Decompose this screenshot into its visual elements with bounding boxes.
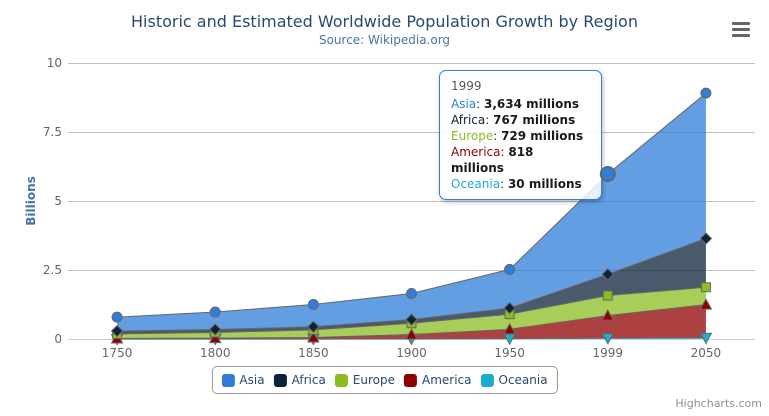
tooltip-value: 767 millions bbox=[493, 113, 576, 127]
tooltip-header: 1999 bbox=[451, 79, 482, 93]
tooltip-value: 30 millions bbox=[507, 177, 582, 191]
x-axis-label: 1999 bbox=[593, 346, 624, 360]
legend: Asia Africa Europe America Oceania bbox=[211, 366, 558, 394]
tooltip-separator: : bbox=[500, 145, 509, 159]
y-axis-label: 7.5 bbox=[43, 125, 62, 139]
area-america bbox=[117, 304, 706, 339]
legend-swatch-icon bbox=[273, 373, 287, 387]
point-asia-1750[interactable] bbox=[111, 311, 123, 323]
legend-item-america[interactable]: America bbox=[404, 373, 472, 387]
tooltip-row-oceania: Oceania: 30 millions bbox=[451, 176, 590, 192]
point-oceania-1999[interactable] bbox=[601, 333, 615, 345]
x-axis-label: 1750 bbox=[102, 346, 133, 360]
point-africa-1800[interactable] bbox=[209, 323, 222, 336]
x-axis-label: 1950 bbox=[494, 346, 525, 360]
tooltip-separator: : bbox=[476, 97, 485, 111]
tooltip-series-name: America bbox=[451, 145, 501, 159]
legend-swatch-icon bbox=[334, 373, 348, 387]
legend-swatch-icon bbox=[221, 373, 235, 387]
point-europe-2050[interactable] bbox=[700, 282, 711, 293]
legend-swatch-icon bbox=[480, 373, 494, 387]
legend-item-europe[interactable]: Europe bbox=[334, 373, 396, 387]
legend-swatch-icon bbox=[404, 373, 418, 387]
y-axis-label: 5 bbox=[54, 194, 62, 208]
y-axis-label: 10 bbox=[47, 56, 62, 70]
x-axis-label: 1850 bbox=[298, 346, 329, 360]
tooltip-series-name: Asia bbox=[451, 97, 477, 111]
tooltip-separator: : bbox=[485, 113, 494, 127]
chart-title: Historic and Estimated Worldwide Populat… bbox=[131, 12, 638, 31]
x-axis-label: 1900 bbox=[396, 346, 427, 360]
tooltip-separator: : bbox=[493, 129, 502, 143]
area-asia bbox=[117, 93, 706, 332]
tooltip-value: 3,634 millions bbox=[484, 97, 580, 111]
tooltip-row-asia: Asia: 3,634 millions bbox=[451, 96, 590, 112]
tooltip: 1999 Asia: 3,634 millions Africa: 767 mil… bbox=[439, 70, 602, 200]
point-america-1999[interactable] bbox=[601, 309, 615, 321]
tooltip-series-name: Africa bbox=[451, 113, 486, 127]
point-america-1850[interactable] bbox=[307, 330, 320, 343]
legend-label: Europe bbox=[352, 373, 396, 387]
legend-label: America bbox=[422, 373, 472, 387]
legend-label: Africa bbox=[291, 373, 326, 387]
tooltip-value: 818 millions bbox=[451, 145, 534, 175]
export-menu-icon[interactable] bbox=[732, 21, 750, 38]
area-africa bbox=[117, 238, 706, 334]
hamburger-bar bbox=[732, 28, 750, 31]
x-axis-label: 2050 bbox=[691, 346, 722, 360]
tooltip-separator: : bbox=[500, 177, 508, 191]
point-africa-1999[interactable] bbox=[601, 268, 614, 281]
tooltip-series-name: Europe bbox=[451, 129, 494, 143]
point-africa-1950[interactable] bbox=[503, 301, 516, 315]
point-asia-1800[interactable] bbox=[209, 306, 221, 318]
legend-item-asia[interactable]: Asia bbox=[221, 373, 265, 387]
point-america-1900[interactable] bbox=[405, 327, 418, 340]
credits-link[interactable]: Highcharts.com bbox=[675, 397, 762, 410]
y-axis-label: 2.5 bbox=[43, 263, 62, 277]
legend-item-africa[interactable]: Africa bbox=[273, 373, 326, 387]
hamburger-bar bbox=[732, 34, 750, 37]
point-asia-1850[interactable] bbox=[307, 298, 319, 310]
point-america-1800[interactable] bbox=[208, 331, 222, 344]
x-axis-label: 1800 bbox=[200, 346, 231, 360]
point-europe-1999[interactable] bbox=[602, 290, 613, 301]
point-oceania-2050[interactable] bbox=[699, 332, 713, 345]
tooltip-row-africa: Africa: 767 millions bbox=[451, 112, 590, 128]
chart-subtitle: Source: Wikipedia.org bbox=[318, 33, 451, 47]
point-africa-1900[interactable] bbox=[405, 313, 418, 326]
y-axis-title: Billions bbox=[24, 176, 38, 226]
legend-item-oceania[interactable]: Oceania bbox=[480, 373, 548, 387]
point-asia-1900[interactable] bbox=[406, 287, 417, 299]
point-africa-1750[interactable] bbox=[110, 324, 124, 338]
tooltip-value: 729 millions bbox=[501, 129, 584, 143]
legend-label: Asia bbox=[239, 373, 265, 387]
tooltip-row-america: America: 818 millions bbox=[451, 144, 590, 176]
point-america-1950[interactable] bbox=[503, 322, 516, 335]
point-africa-1850[interactable] bbox=[307, 320, 320, 333]
tooltip-series-name: Oceania bbox=[451, 177, 501, 191]
point-asia-2050[interactable] bbox=[700, 87, 712, 99]
point-africa-2050[interactable] bbox=[699, 232, 713, 245]
tooltip-row-europe: Europe: 729 millions bbox=[451, 128, 590, 144]
y-axis-label: 0 bbox=[54, 332, 62, 346]
hamburger-bar bbox=[732, 22, 750, 25]
point-america-2050[interactable] bbox=[699, 298, 713, 310]
point-asia-1950[interactable] bbox=[504, 263, 516, 275]
legend-label: Oceania bbox=[498, 373, 548, 387]
